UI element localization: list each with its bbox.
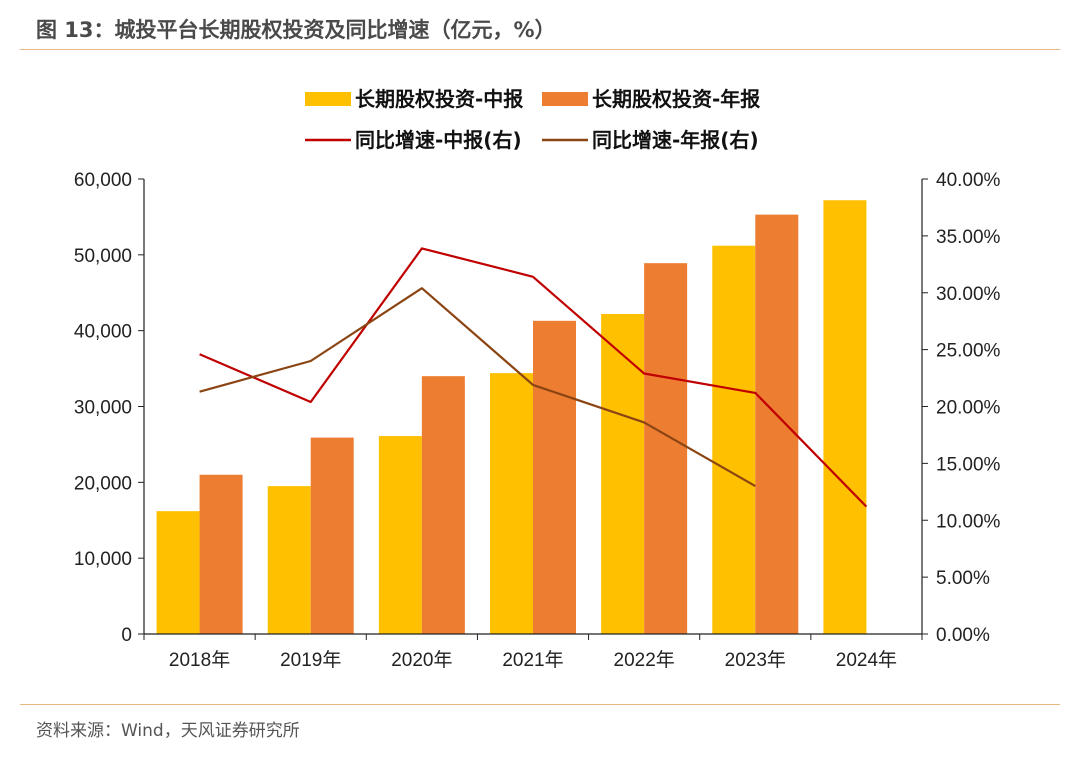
bar-annual-5 xyxy=(755,214,799,634)
left-tick-label-6: 60,000 xyxy=(74,170,132,191)
bar-midyear-5 xyxy=(712,245,756,634)
line-annual-growth xyxy=(199,287,756,488)
left-tick-label-5: 50,000 xyxy=(74,246,132,267)
right-tick-label-3: 15.00% xyxy=(936,454,1001,475)
legend-label-1: 长期股权投资-年报 xyxy=(592,87,760,111)
axes-layer: 0 10,000 20,000 30,000 40,000 50,000 60,000 0.0… xyxy=(74,170,1001,671)
title-divider xyxy=(20,49,1060,50)
x-tick-label-2: 2020年 xyxy=(391,649,452,671)
line-midyear-growth xyxy=(199,247,868,508)
bar-annual-0 xyxy=(199,474,243,634)
left-tick-label-3: 30,000 xyxy=(74,398,132,419)
right-tick-label-8: 40.00% xyxy=(936,170,1001,191)
right-tick-label-1: 5.00% xyxy=(936,568,990,589)
right-tick-label-7: 35.00% xyxy=(936,227,1001,248)
right-tick-label-0: 0.00% xyxy=(936,625,990,646)
left-tick-label-2: 20,000 xyxy=(74,473,132,494)
right-tick-label-6: 30.00% xyxy=(936,284,1001,305)
bar-midyear-4 xyxy=(601,313,645,634)
legend-label-2: 同比增速-中报(右) xyxy=(355,128,522,152)
legend-label-0: 长期股权投资-中报 xyxy=(355,87,523,111)
legend-label-3: 同比增速-年报(右) xyxy=(592,128,759,152)
right-tick-label-4: 20.00% xyxy=(936,398,1001,419)
x-tick-label-0: 2018年 xyxy=(169,649,230,671)
legend-swatch-0 xyxy=(305,92,351,106)
right-tick-label-5: 25.00% xyxy=(936,341,1001,362)
bars-layer xyxy=(156,200,867,634)
lines-layer xyxy=(199,247,868,508)
x-tick-label-4: 2022年 xyxy=(614,649,675,671)
bar-midyear-3 xyxy=(490,373,533,634)
bar-midyear-6 xyxy=(823,200,867,634)
bar-midyear-0 xyxy=(156,511,200,634)
bar-annual-2 xyxy=(421,376,465,634)
source-divider xyxy=(20,704,1060,705)
bar-annual-1 xyxy=(310,437,354,634)
source-note: 资料来源：Wind，天风证券研究所 xyxy=(36,721,300,741)
left-tick-label-0: 0 xyxy=(121,625,132,646)
left-tick-label-4: 40,000 xyxy=(74,322,132,343)
bar-annual-4 xyxy=(644,263,688,634)
x-tick-label-1: 2019年 xyxy=(280,649,341,671)
x-tick-label-6: 2024年 xyxy=(836,649,897,671)
x-tick-label-3: 2021年 xyxy=(502,649,563,671)
bar-midyear-1 xyxy=(267,486,311,634)
bar-annual-3 xyxy=(533,320,576,634)
x-tick-label-5: 2023年 xyxy=(725,649,786,671)
right-tick-label-2: 10.00% xyxy=(936,511,1001,532)
figure-title: 图 13：城投平台长期股权投资及同比增速（亿元，%） xyxy=(36,18,556,42)
left-tick-label-1: 10,000 xyxy=(74,549,132,570)
bar-midyear-2 xyxy=(378,436,422,634)
legend-swatch-1 xyxy=(542,92,588,106)
